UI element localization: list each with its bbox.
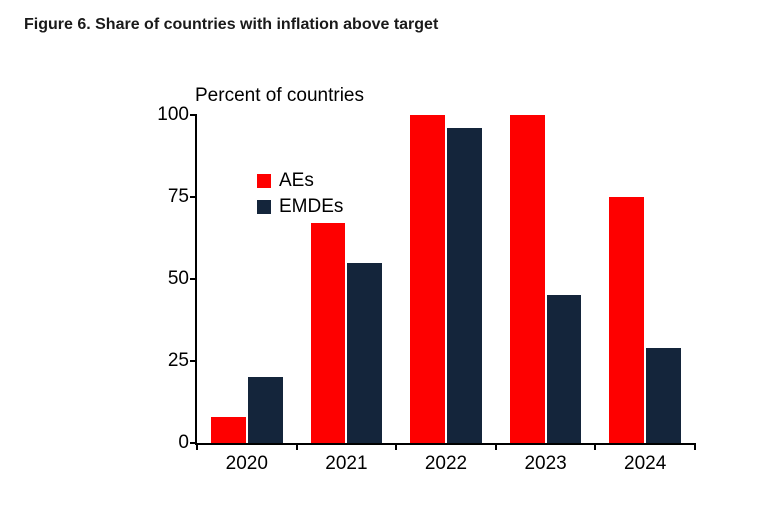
x-tick-mark	[694, 443, 696, 450]
y-tick-mark	[190, 278, 197, 280]
figure-title: Figure 6. Share of countries with inflat…	[24, 16, 438, 34]
legend-swatch	[257, 174, 271, 188]
x-tick-mark	[196, 443, 198, 450]
y-tick-label: 25	[168, 350, 189, 372]
bar	[347, 263, 382, 443]
bar	[410, 115, 445, 443]
legend-label: AEs	[279, 170, 314, 192]
y-tick-label: 50	[168, 268, 189, 290]
legend-label: EMDEs	[279, 196, 343, 218]
y-tick-label: 75	[168, 186, 189, 208]
bar-chart: Percent of countries AEsEMDEs 0255075100…	[185, 85, 715, 495]
legend: AEs EMDEs	[257, 170, 343, 222]
x-tick-label: 2020	[226, 453, 268, 475]
bar	[211, 417, 246, 443]
bar	[609, 197, 644, 443]
x-tick-mark	[395, 443, 397, 450]
y-tick-mark	[190, 114, 197, 116]
y-tick-mark	[190, 196, 197, 198]
bar	[447, 128, 482, 443]
x-tick-label: 2024	[624, 453, 666, 475]
x-tick-label: 2023	[524, 453, 566, 475]
x-tick-mark	[495, 443, 497, 450]
bar	[248, 377, 283, 443]
x-tick-mark	[296, 443, 298, 450]
legend-item: AEs	[257, 170, 343, 192]
y-tick-mark	[190, 360, 197, 362]
legend-swatch	[257, 200, 271, 214]
bar	[547, 295, 582, 443]
x-tick-label: 2022	[425, 453, 467, 475]
y-axis-title: Percent of countries	[195, 85, 364, 107]
x-tick-mark	[594, 443, 596, 450]
bar	[646, 348, 681, 443]
legend-item: EMDEs	[257, 196, 343, 218]
bar	[311, 223, 346, 443]
plot-area: AEsEMDEs 025507510020202021202220232024	[195, 115, 695, 445]
y-tick-label: 100	[157, 104, 189, 126]
bar	[510, 115, 545, 443]
x-tick-label: 2021	[325, 453, 367, 475]
y-tick-label: 0	[178, 432, 189, 454]
